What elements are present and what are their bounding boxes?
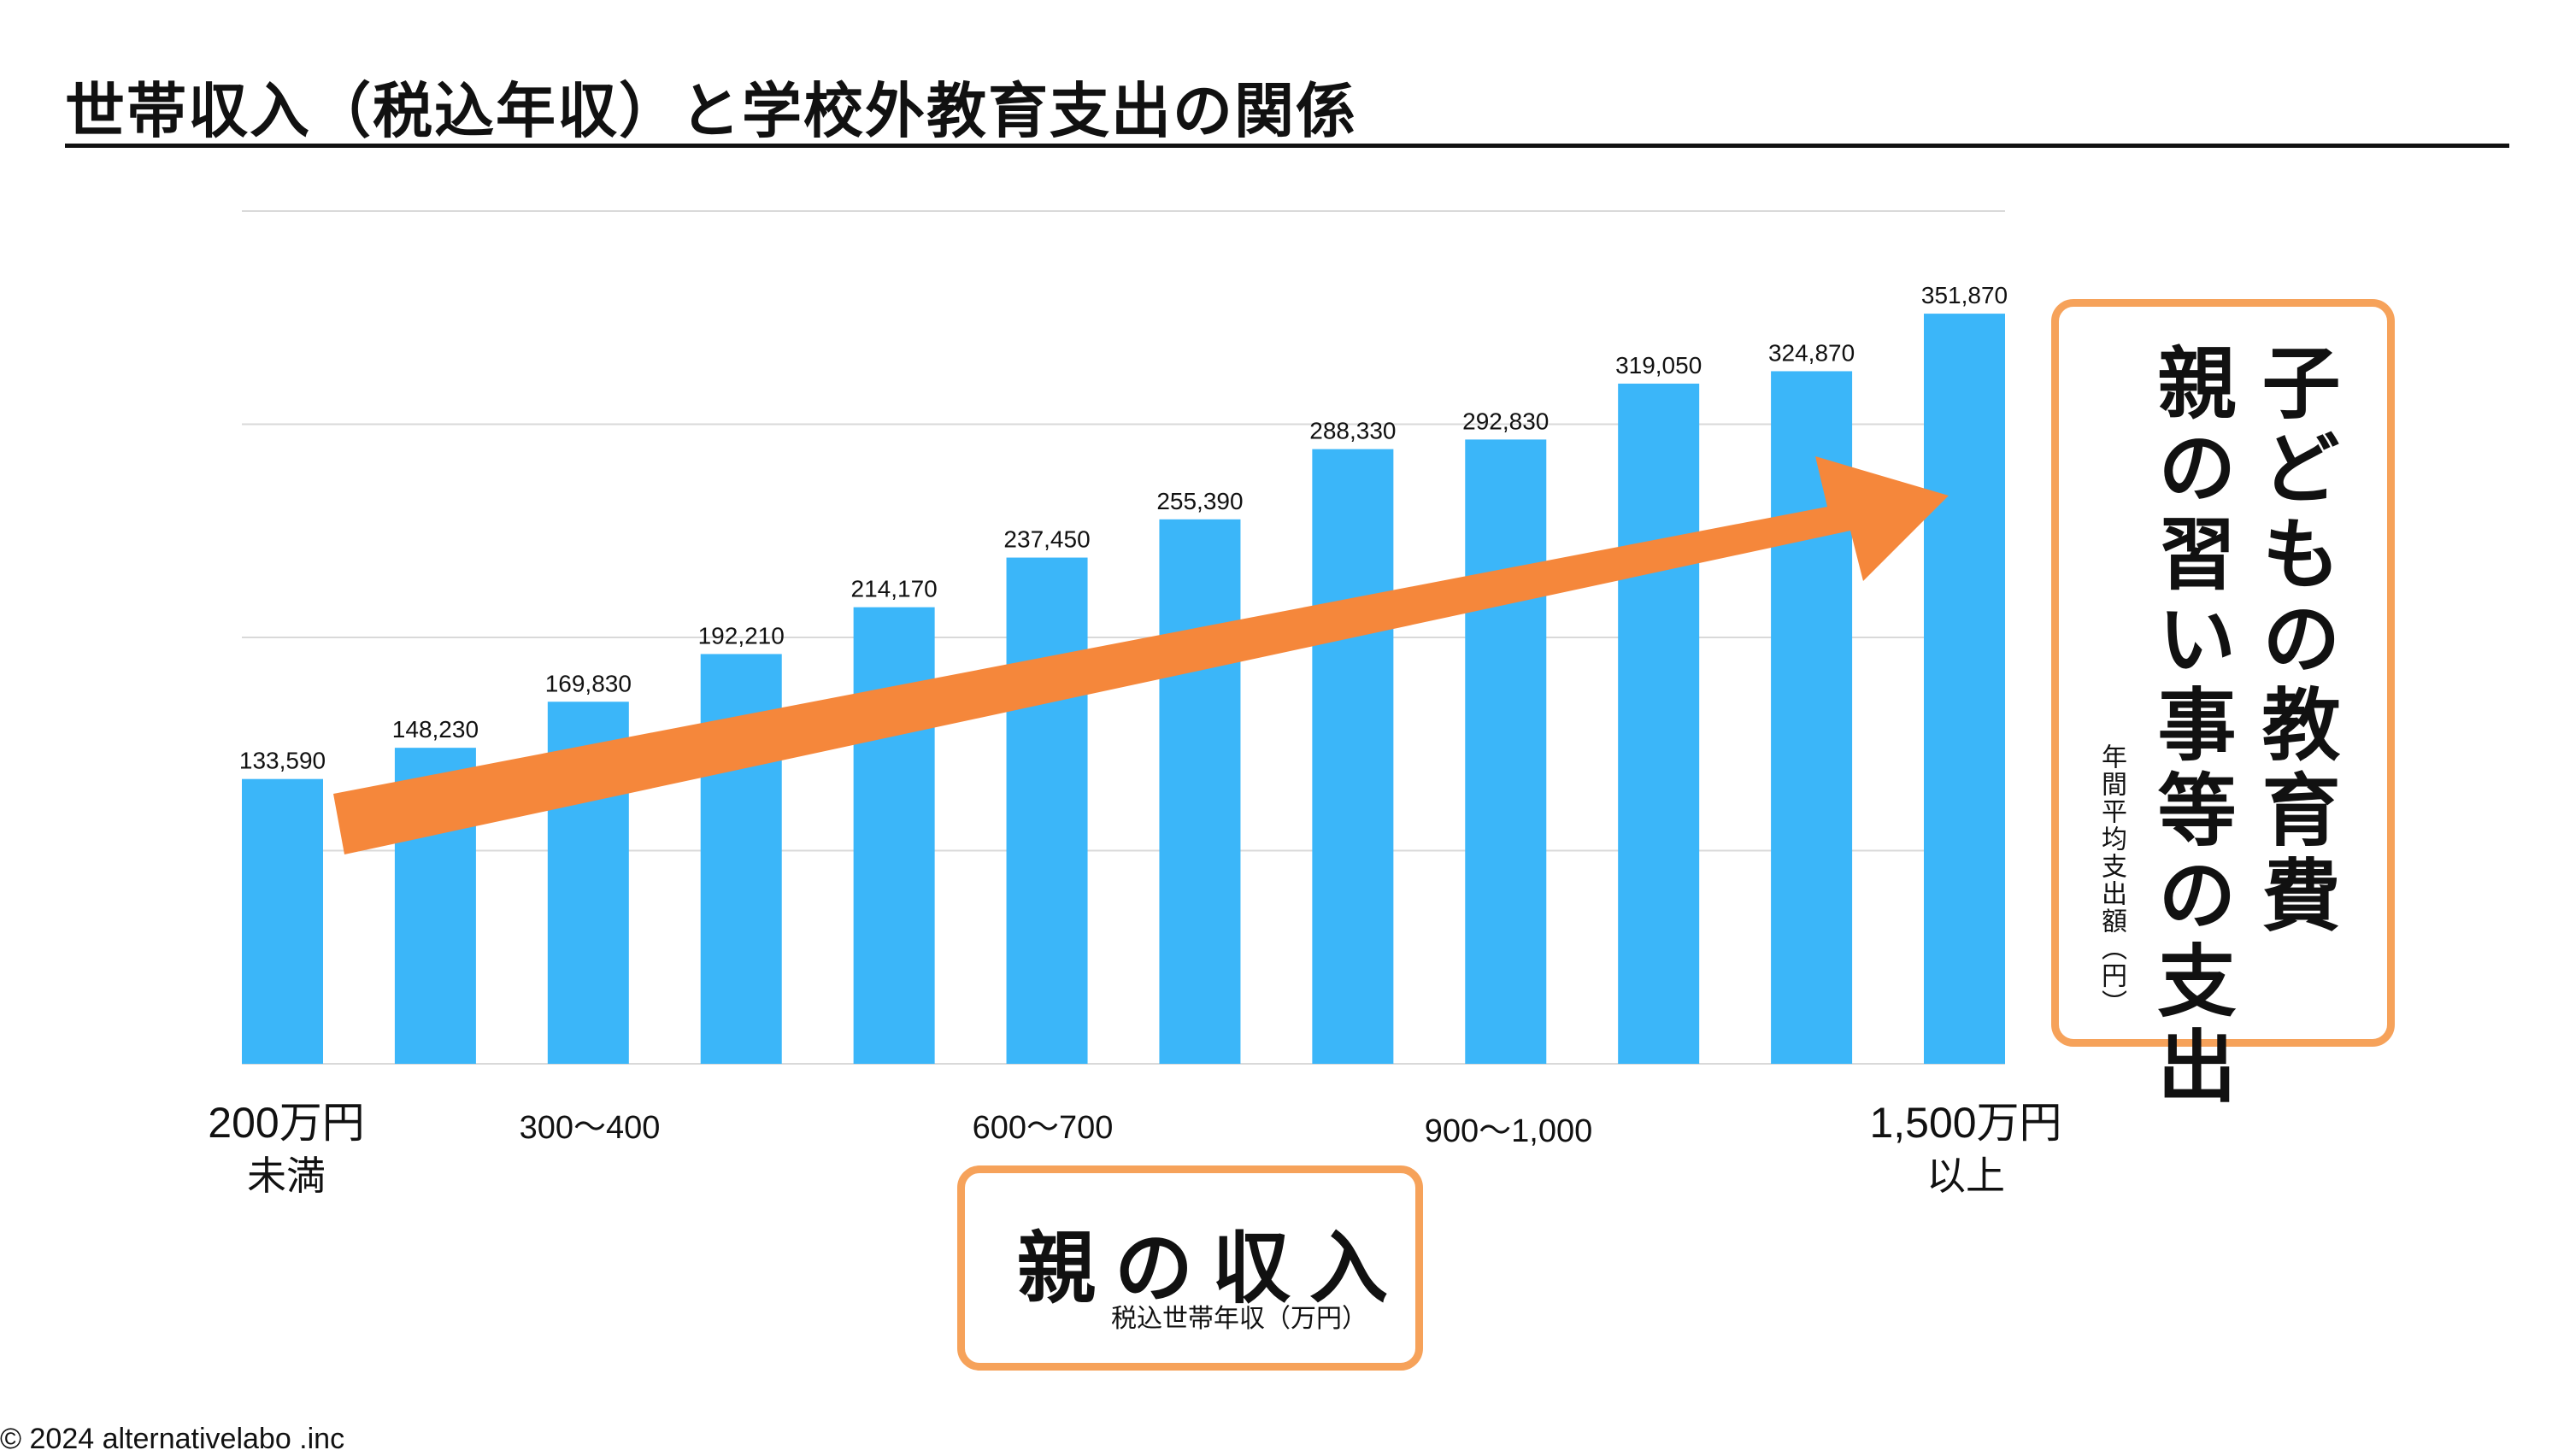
bars [242,314,2005,1065]
x-axis-subtitle: 税込世帯年収（万円） [1111,1304,1367,1334]
x-tick-first: 200万円 未満 [197,1095,376,1202]
data-label: 255,390 [1156,488,1243,514]
trend-arrow [333,456,1949,854]
x-tick-last: 1,500万円 以上 [1855,1095,2077,1202]
x-tick-last-line1: 1,500万円 [1869,1099,2062,1147]
data-label: 148,230 [392,716,479,743]
data-label: 192,210 [698,622,785,649]
bar [1924,314,2005,1064]
data-label: 214,170 [851,576,938,602]
x-tick-first-line1: 200万円 [208,1099,365,1147]
data-label: 351,870 [1921,282,2008,308]
data-label: 324,870 [1768,339,1855,366]
data-label: 292,830 [1462,408,1549,434]
y-axis-title-line2: 親の習い事等の支出 [2144,342,2236,1111]
trend-arrow-shape [333,456,1949,854]
page-title: 世帯収入（税込年収）と学校外教育支出の関係 [65,76,1357,146]
title-underline [65,144,2509,148]
bar [853,607,935,1064]
bar [1312,449,1394,1064]
bar [1159,519,1241,1064]
y-axis-title-box [2051,299,2395,1047]
bar [1006,557,1088,1064]
data-labels: 133,590 148,230 169,830 192,210 214,170 237,4… [239,282,2008,774]
data-label: 288,330 [1309,418,1396,444]
copyright-text: © 2024 alternativelabo .inc [0,1423,345,1455]
x-axis-title: 親の収入 [1017,1223,1408,1314]
data-label: 237,450 [1003,526,1090,553]
data-label: 319,050 [1615,352,1702,379]
data-label: 133,590 [239,748,326,774]
x-tick-900-1000: 900～1,000 [1424,1113,1593,1149]
x-tick-last-line2: 以上 [1926,1154,2005,1198]
y-axis-subtitle: 年間平均支出額（円） [2096,743,2126,1017]
y-axis-title-line1: 子どもの教育費 [2249,342,2340,940]
x-tick-first-line2: 未満 [247,1154,326,1198]
x-tick-300-400: 300～400 [519,1110,661,1146]
bar [1618,383,1700,1065]
gridlines [242,210,2005,1065]
x-tick-600-700: 600～700 [972,1110,1114,1146]
bar [1465,439,1547,1064]
x-axis-title-box [957,1165,1423,1371]
bar [242,778,323,1064]
data-label: 169,830 [545,670,632,696]
